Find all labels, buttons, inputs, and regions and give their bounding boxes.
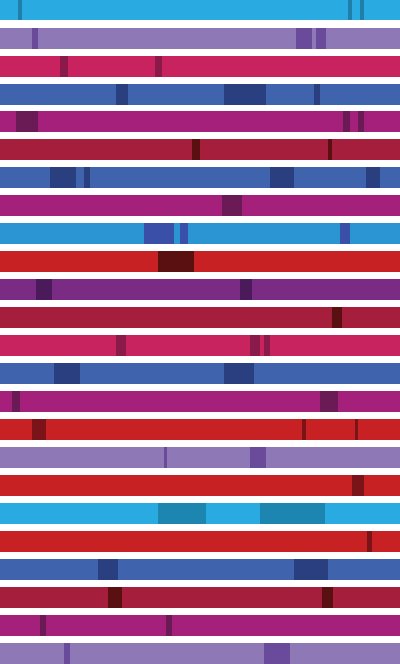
stripe xyxy=(0,391,400,412)
stripe xyxy=(0,615,400,636)
stripe-segment xyxy=(302,419,306,440)
stripe xyxy=(0,447,400,468)
stripe-segment xyxy=(64,643,70,664)
stripe-segment xyxy=(116,335,126,356)
stripe-segment xyxy=(32,419,46,440)
stripe xyxy=(0,28,400,49)
stripe xyxy=(0,223,400,244)
stripe-segment xyxy=(12,391,20,412)
stripe-segment xyxy=(98,559,118,580)
stripe xyxy=(0,111,400,132)
stripe xyxy=(0,587,400,608)
stripe-segment xyxy=(36,279,52,300)
stripe-segment xyxy=(314,84,320,105)
stripe-segment xyxy=(358,111,364,132)
stripe-segment xyxy=(296,28,312,49)
stripe-segment xyxy=(352,475,364,496)
stripe-segment xyxy=(54,363,80,384)
stripe-segment xyxy=(164,447,167,468)
stripe-segment xyxy=(360,0,364,20)
stripe-segment xyxy=(320,391,338,412)
stripe-segment xyxy=(240,279,252,300)
stripe-segment xyxy=(340,223,350,244)
stripe-segment xyxy=(264,335,270,356)
stripe-segment xyxy=(222,195,242,216)
stripe-segment xyxy=(18,0,22,20)
stripe-segment xyxy=(322,587,333,608)
stripe xyxy=(0,0,400,20)
stripe-segment xyxy=(316,28,326,49)
stripe-segment xyxy=(144,223,174,244)
stripe xyxy=(0,419,400,440)
stripe-segment xyxy=(50,167,76,188)
stripe xyxy=(0,307,400,328)
stripe-segment xyxy=(270,167,294,188)
stripe-segment xyxy=(84,167,90,188)
stripe xyxy=(0,84,400,105)
stripe xyxy=(0,251,400,272)
stripe xyxy=(0,195,400,216)
stripe-segment xyxy=(355,419,358,440)
stripe xyxy=(0,643,400,664)
stripe-segment xyxy=(260,503,325,524)
stripe xyxy=(0,559,400,580)
stripe-segment xyxy=(264,643,290,664)
stripe-segment xyxy=(367,531,372,552)
stripe-segment xyxy=(155,56,162,77)
stripe-segment xyxy=(224,84,266,105)
stripe-segment xyxy=(16,111,38,132)
stripe-segment xyxy=(332,307,342,328)
stripe-segment xyxy=(328,139,332,160)
stripe xyxy=(0,279,400,300)
stripe-segment xyxy=(166,615,172,636)
stripe-segment xyxy=(116,84,128,105)
stripe xyxy=(0,363,400,384)
stripe-segment xyxy=(32,28,38,49)
stripe-segment xyxy=(343,111,350,132)
stripe-segment xyxy=(366,167,380,188)
stripe-segment xyxy=(348,0,352,20)
stripe xyxy=(0,167,400,188)
stripe-segment xyxy=(224,363,254,384)
stripe-segment xyxy=(294,559,328,580)
stripe-segment xyxy=(40,615,46,636)
stripe-segment xyxy=(250,447,266,468)
stripe-segment xyxy=(60,56,68,77)
stripe xyxy=(0,335,400,356)
stripe-segment xyxy=(192,139,200,160)
stripe xyxy=(0,531,400,552)
stripe-segment xyxy=(250,335,260,356)
stripe-segment xyxy=(180,223,188,244)
stripe xyxy=(0,475,400,496)
stripe-segment xyxy=(108,587,122,608)
stripe xyxy=(0,56,400,77)
stripe-segment xyxy=(158,503,206,524)
stripe-segment xyxy=(158,251,194,272)
